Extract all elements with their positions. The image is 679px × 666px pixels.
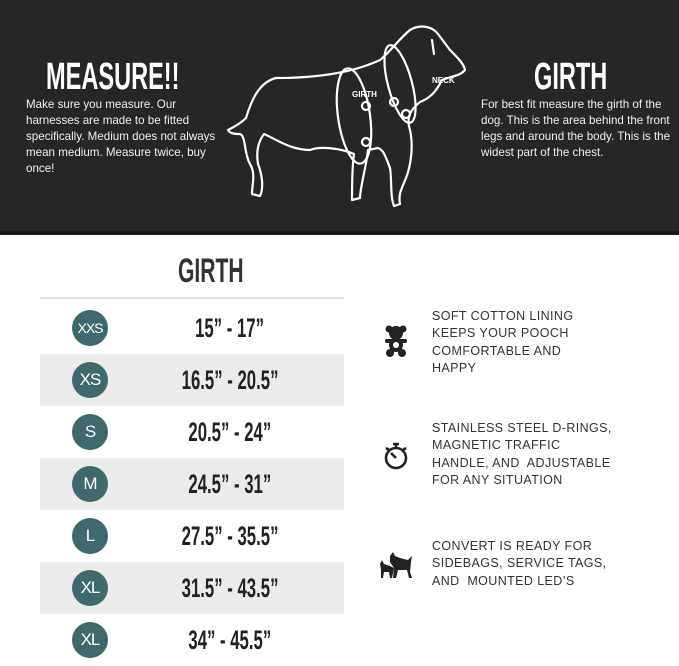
teddy-bear-icon [385,325,407,357]
size-row: L 27.5” - 35.5” [40,510,344,562]
girth-range: 27.5” - 35.5” [181,521,279,551]
size-table-header: GIRTH [178,252,244,290]
feature-line: HAPPY [432,361,477,376]
feature-line: FOR ANY SITUATION [432,473,563,488]
header-divider [40,297,344,299]
size-badge: XS [72,362,108,398]
feature-text: CONVERT IS READY FOR SIDEBAGS, SERVICE TA… [432,538,607,590]
feature-line: CONVERT IS READY FOR [432,539,593,553]
size-row: S 20.5” - 24” [40,406,344,458]
measure-text: Make sure you measure. Our harnesses are… [26,98,216,175]
size-badge: M [72,466,108,502]
banner-divider [0,231,679,235]
feature-text: STAINLESS STEEL D-RINGS, MAGNETIC TRAFFIC… [432,420,612,490]
girth-title: GIRTH [534,56,608,98]
feature-line: SIDEBAGS, SERVICE TAGS, [432,556,607,571]
girth-label: GIRTH [352,90,377,99]
girth-range: 16.5” - 20.5” [181,365,279,395]
stopwatch-icon [384,442,408,470]
neck-label: NECK [432,76,455,85]
size-row: XL 34” - 45.5” [40,614,344,666]
feature-line: HANDLE, AND ADJUSTABLE [432,455,611,470]
size-row: XXS 15” - 17” [40,302,344,354]
feature-text: SOFT COTTON LINING KEEPS YOUR POOCH COMFOR… [432,308,573,378]
feature-line: COMFORTABLE AND [432,343,562,358]
dog-outline-diagram [226,25,467,208]
girth-range: 31.5” - 43.5” [181,573,279,603]
girth-text: For best fit measure the girth of the do… [481,98,671,159]
feature-line: SOFT COTTON LINING [432,309,574,323]
measure-banner [0,0,679,233]
girth-loop-icon [335,67,373,165]
size-row: XS 16.5” - 20.5” [40,354,344,406]
size-badge: XXS [72,310,108,346]
size-badge: XL [72,622,108,658]
two-dogs-icon [380,552,412,578]
size-badge: L [72,518,108,554]
feature-line: STAINLESS STEEL D-RINGS, [432,421,612,435]
feature-line: MAGNETIC TRAFFIC [432,438,561,453]
girth-range: 24.5” - 31” [188,469,272,499]
feature-line: AND MOUNTED LED’S [432,573,575,588]
girth-range: 15” - 17” [195,313,265,343]
dog-outline [226,25,467,208]
measure-title: MEASURE!! [46,56,180,98]
girth-range: 20.5” - 24” [188,417,272,447]
size-row: XL 31.5” - 43.5” [40,562,344,614]
girth-range: 34” - 45.5” [188,625,272,655]
feature-line: KEEPS YOUR POOCH [432,326,569,341]
size-badge: XL [72,570,108,606]
dog-eye [430,38,436,56]
size-row: M 24.5” - 31” [40,458,344,510]
neck-loop-icon [383,44,417,124]
size-badge: S [72,414,108,450]
